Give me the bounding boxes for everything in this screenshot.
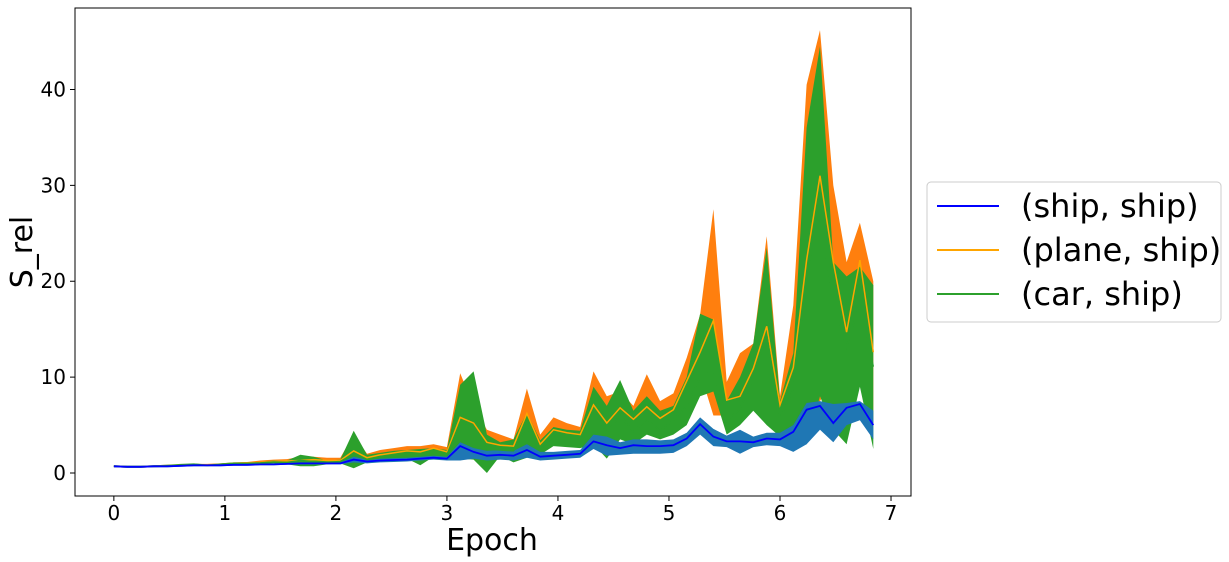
y-axis-title: S_rel (5, 216, 40, 289)
x-tick-label: 6 (774, 501, 787, 525)
x-tick-label: 0 (107, 501, 120, 525)
legend-label-ship-ship: (ship, ship) (1021, 187, 1199, 225)
plot-frame (74, 7, 912, 497)
y-axis: 0 10 20 30 40 (41, 77, 75, 485)
line-layer (113, 175, 875, 468)
y-tick-label: 30 (41, 173, 66, 197)
x-axis: 0 1 2 3 4 5 6 7 (107, 496, 897, 525)
x-tick-label: 2 (330, 501, 343, 525)
y-tick-label: 20 (41, 269, 66, 293)
line-ship-ship (113, 402, 875, 468)
legend-frame (926, 181, 1222, 323)
y-tick-label: 40 (41, 77, 66, 101)
legend-label-plane-ship: (plane, ship) (1021, 231, 1221, 269)
x-tick-label: 5 (663, 501, 676, 525)
x-tick-label: 7 (885, 501, 898, 525)
x-tick-label: 4 (552, 501, 565, 525)
legend-label-car-ship: (car, ship) (1021, 275, 1183, 313)
legend: (ship, ship) (plane, ship) (car, ship) (926, 181, 1222, 323)
y-tick-label: 0 (53, 461, 66, 485)
y-tick-label: 10 (41, 365, 66, 389)
line-car-ship (113, 220, 875, 468)
x-tick-label: 1 (219, 501, 232, 525)
x-axis-title: Epoch (446, 523, 538, 558)
x-tick-label: 3 (441, 501, 454, 525)
